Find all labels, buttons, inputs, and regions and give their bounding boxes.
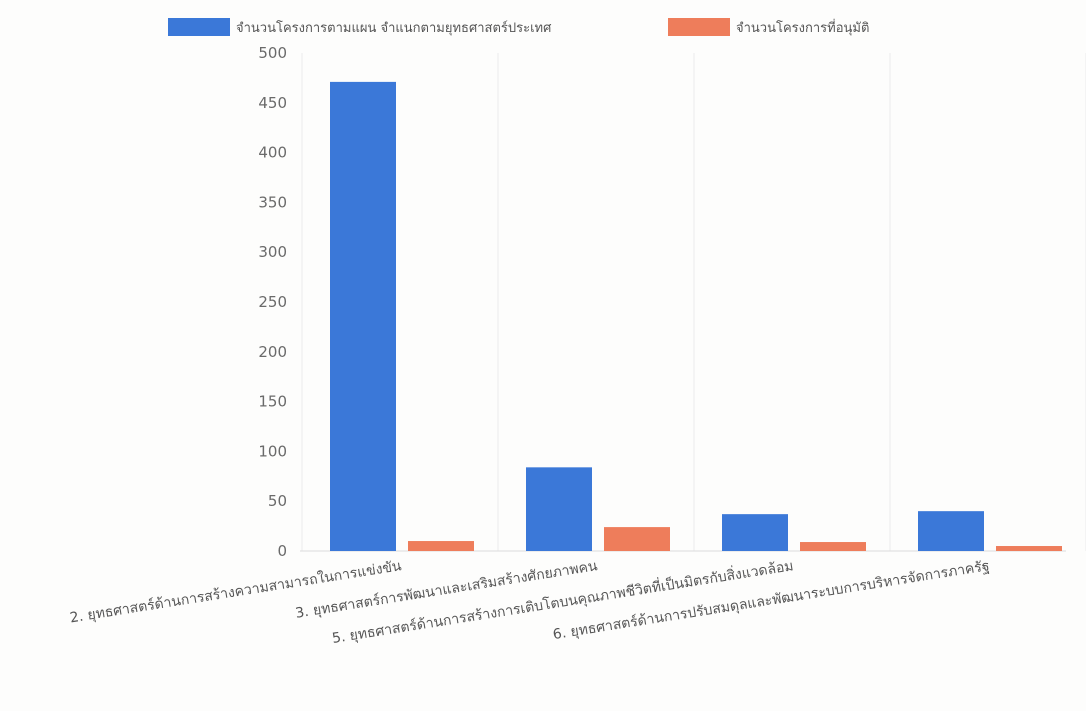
y-tick-label: 150 (258, 393, 287, 411)
bar (330, 81, 396, 551)
bar (918, 511, 984, 551)
y-tick-label: 250 (258, 293, 287, 311)
y-tick-label: 500 (258, 44, 287, 62)
y-tick-label: 450 (258, 94, 287, 112)
bars (330, 81, 1062, 551)
y-tick-label: 300 (258, 243, 287, 261)
bar (408, 541, 474, 551)
y-tick-label: 400 (258, 144, 287, 162)
y-tick-label: 350 (258, 193, 287, 211)
grid-lines (300, 53, 1086, 552)
legend-label: จำนวนโครงการตามแผน จำแนกตามยุทธศาสตร์ประ… (236, 20, 552, 36)
y-tick-label: 100 (258, 442, 287, 460)
y-tick-label: 0 (277, 542, 287, 560)
y-axis: 0 50 100 150 200 250 300 350 400 450 500 (258, 44, 287, 560)
legend-label: จำนวนโครงการที่อนุมัติ (736, 19, 869, 36)
bar (800, 542, 866, 551)
legend-swatch (168, 18, 230, 36)
x-axis: 2. ยุทธศาสตร์ด้านการสร้างความสามารถในการ… (69, 556, 991, 647)
x-tick-label: 2. ยุทธศาสตร์ด้านการสร้างความสามารถในการ… (69, 557, 403, 626)
legend: จำนวนโครงการตามแผน จำแนกตามยุทธศาสตร์ประ… (168, 18, 869, 36)
bar (722, 514, 788, 551)
bar (604, 527, 670, 551)
legend-swatch (668, 18, 730, 36)
y-tick-label: 50 (268, 492, 287, 510)
bar (526, 467, 592, 551)
y-tick-label: 200 (258, 343, 287, 361)
bar (996, 546, 1062, 551)
